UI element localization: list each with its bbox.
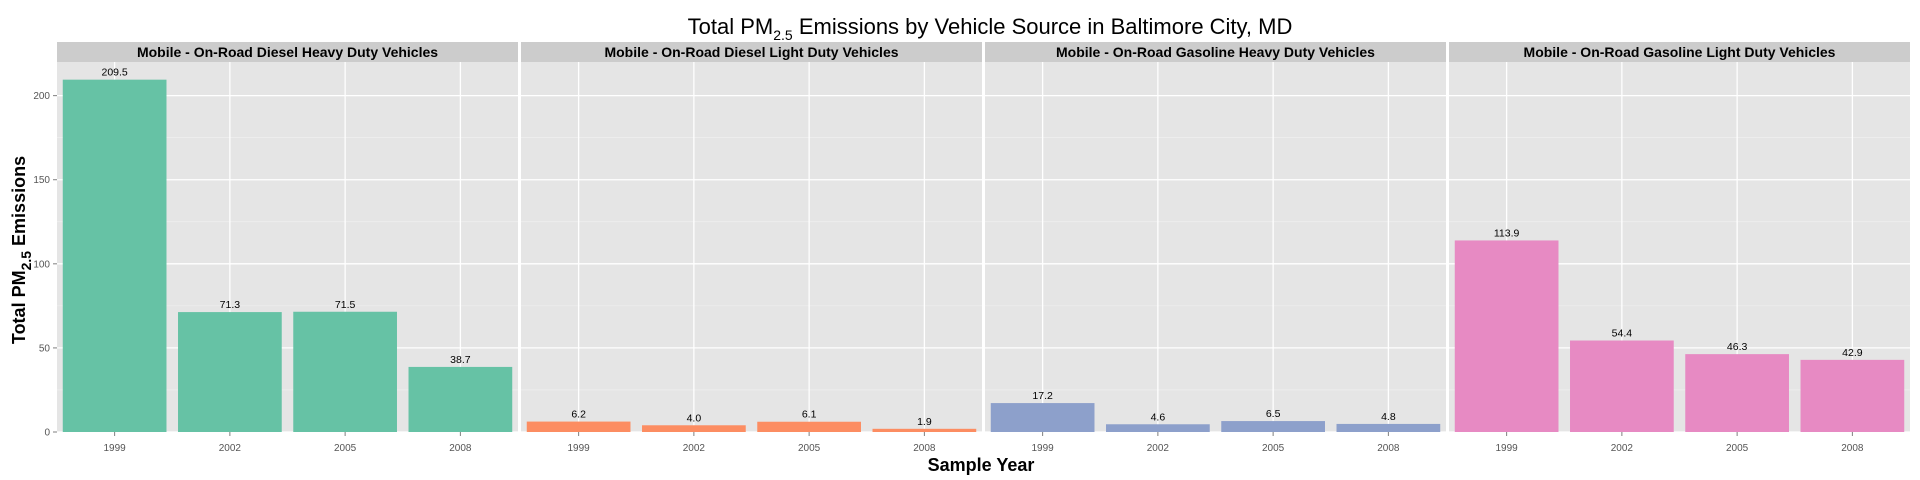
bar bbox=[872, 428, 977, 432]
x-tick-label: 2002 bbox=[219, 443, 242, 454]
bar bbox=[293, 311, 397, 432]
y-tick-label: 0 bbox=[44, 428, 50, 439]
bar bbox=[1685, 354, 1789, 432]
x-tick-label: 2005 bbox=[334, 443, 357, 454]
y-axis-title: Total PM2.5 Emissions bbox=[9, 156, 34, 344]
x-tick-label: 2002 bbox=[1147, 443, 1170, 454]
facet-strip-label: Mobile - On-Road Diesel Heavy Duty Vehic… bbox=[137, 44, 438, 60]
bar bbox=[1106, 424, 1210, 432]
y-tick-label: 100 bbox=[33, 259, 50, 270]
x-tick-label: 1999 bbox=[1032, 443, 1055, 454]
panel-background bbox=[985, 62, 1446, 432]
facet-strip-label: Mobile - On-Road Diesel Light Duty Vehic… bbox=[604, 44, 898, 60]
bar bbox=[1800, 359, 1905, 432]
y-tick-label: 50 bbox=[39, 343, 51, 354]
x-tick-label: 2008 bbox=[913, 443, 936, 454]
bar-value-label: 6.5 bbox=[1266, 408, 1281, 420]
x-tick-label: 2008 bbox=[449, 443, 472, 454]
facet-panel: Mobile - On-Road Diesel Heavy Duty Vehic… bbox=[57, 42, 518, 454]
bar-value-label: 17.2 bbox=[1032, 390, 1053, 402]
facet-panel: Mobile - On-Road Gasoline Heavy Duty Veh… bbox=[985, 42, 1446, 454]
bar-value-label: 71.5 bbox=[335, 299, 356, 311]
y-tick-label: 200 bbox=[33, 91, 50, 102]
bar-value-label: 38.7 bbox=[450, 354, 471, 366]
facet-strip bbox=[57, 42, 518, 62]
facet-strip-label: Mobile - On-Road Gasoline Light Duty Veh… bbox=[1524, 44, 1836, 60]
bar-value-label: 1.9 bbox=[917, 416, 932, 428]
y-tick-label: 150 bbox=[33, 175, 50, 186]
bar-value-label: 54.4 bbox=[1612, 328, 1633, 340]
x-tick-label: 2002 bbox=[683, 443, 706, 454]
y-axis: 0 50 100 150 200 bbox=[33, 91, 57, 439]
facet-strip bbox=[1449, 42, 1910, 62]
x-tick-label: 1999 bbox=[1496, 443, 1519, 454]
facet-panel: Mobile - On-Road Diesel Light Duty Vehic… bbox=[521, 42, 982, 454]
panel-background bbox=[521, 62, 982, 432]
x-tick-label: 2008 bbox=[1377, 443, 1400, 454]
bar bbox=[1221, 421, 1325, 432]
x-tick-label: 2002 bbox=[1611, 443, 1634, 454]
bar bbox=[526, 421, 631, 432]
x-tick-label: 2005 bbox=[798, 443, 821, 454]
panels-group: Mobile - On-Road Diesel Heavy Duty Vehic… bbox=[57, 42, 1910, 454]
bar-value-label: 4.8 bbox=[1381, 411, 1396, 423]
bar-value-label: 6.2 bbox=[571, 409, 586, 421]
facet-panel: Mobile - On-Road Gasoline Light Duty Veh… bbox=[1449, 42, 1910, 454]
bar-value-label: 46.3 bbox=[1727, 341, 1748, 353]
bar bbox=[1336, 423, 1441, 432]
bar-value-label: 6.1 bbox=[802, 409, 817, 421]
bar bbox=[1570, 340, 1674, 432]
bar bbox=[757, 421, 861, 432]
facet-strip bbox=[985, 42, 1446, 62]
chart-title: Total PM2.5 Emissions by Vehicle Source … bbox=[688, 14, 1293, 43]
bar-value-label: 4.6 bbox=[1151, 411, 1166, 423]
x-tick-label: 2005 bbox=[1726, 443, 1749, 454]
bar-value-label: 209.5 bbox=[101, 67, 127, 79]
bar-value-label: 113.9 bbox=[1494, 227, 1520, 239]
bar bbox=[178, 312, 282, 432]
bar bbox=[408, 366, 513, 432]
facet-strip-label: Mobile - On-Road Gasoline Heavy Duty Veh… bbox=[1056, 44, 1375, 60]
bar bbox=[62, 79, 167, 432]
bar-value-label: 71.3 bbox=[220, 299, 241, 311]
x-axis-title: Sample Year bbox=[928, 455, 1035, 475]
x-tick-label: 2005 bbox=[1262, 443, 1285, 454]
x-tick-label: 2008 bbox=[1841, 443, 1864, 454]
x-tick-label: 1999 bbox=[568, 443, 591, 454]
x-tick-label: 1999 bbox=[104, 443, 127, 454]
facet-strip bbox=[521, 42, 982, 62]
bar-value-label: 4.0 bbox=[687, 412, 702, 424]
bar bbox=[642, 425, 746, 432]
bar bbox=[1454, 240, 1559, 432]
bar bbox=[990, 403, 1095, 432]
bar-value-label: 42.9 bbox=[1842, 347, 1863, 359]
